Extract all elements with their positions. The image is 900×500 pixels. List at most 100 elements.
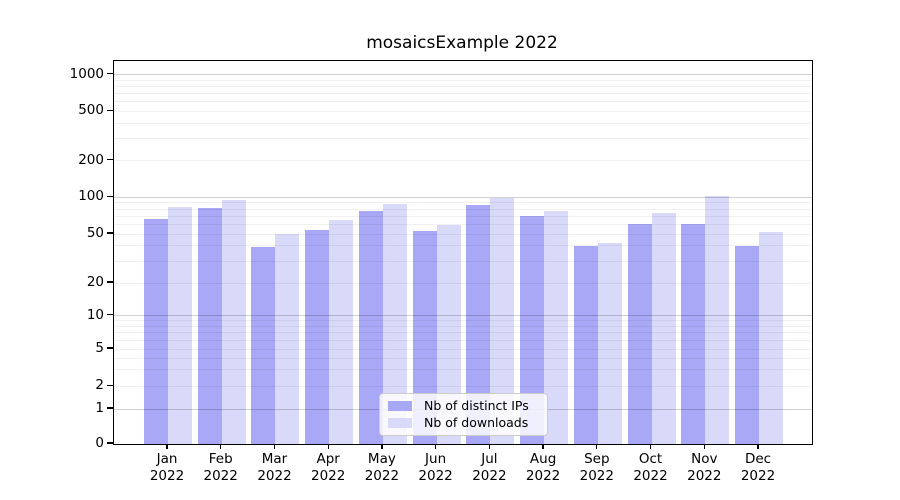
- legend-row-downloads: Nb of downloads: [388, 416, 539, 430]
- y-tick-label: 20: [86, 274, 104, 290]
- y-tick-label: 50: [86, 225, 104, 241]
- gridline-major: [114, 315, 812, 317]
- x-tick-label-month: Jun: [425, 451, 447, 467]
- y-tick-label: 200: [78, 151, 104, 168]
- y-tick-label: 1000: [69, 65, 104, 82]
- x-tick-label: Aug 2022: [511, 451, 575, 484]
- gridline-minor: [114, 332, 812, 334]
- x-tick-label-year: 2022: [740, 467, 776, 484]
- legend: Nb of distinct IPs Nb of downloads: [379, 393, 548, 436]
- bar-ips-jan: [144, 218, 168, 444]
- y-tick-label: 10: [86, 306, 104, 323]
- x-tick-label: Nov 2022: [672, 451, 736, 484]
- bar-downloads-sep: [597, 243, 622, 444]
- gridline-minor: [114, 85, 812, 87]
- x-tick-label-year: 2022: [687, 467, 722, 484]
- y-tick: [106, 281, 113, 283]
- gridline-minor: [114, 160, 812, 162]
- x-tick-label-month: Nov: [691, 451, 718, 467]
- x-tick-label-year: 2022: [418, 467, 453, 484]
- bar-downloads-nov: [705, 196, 730, 444]
- x-tick: [488, 444, 491, 449]
- x-tick-label-month: Jul: [481, 451, 498, 467]
- gridline-minor: [114, 325, 812, 327]
- x-tick: [220, 444, 222, 449]
- x-tick-label-month: May: [367, 451, 396, 467]
- x-tick-label-year: 2022: [364, 467, 400, 484]
- x-tick: [703, 444, 705, 449]
- x-tick-label-month: Apr: [316, 451, 340, 467]
- x-tick: [166, 444, 168, 449]
- x-tick-label-month: Sep: [584, 451, 610, 467]
- x-tick: [596, 444, 598, 449]
- x-tick-label-year: 2022: [472, 467, 507, 484]
- gridline-minor: [114, 79, 812, 81]
- bar-downloads-apr: [329, 220, 354, 444]
- gridline-minor: [114, 122, 812, 124]
- x-tick: [381, 444, 383, 449]
- bar-downloads-oct: [651, 212, 676, 444]
- x-tick-label-month: Mar: [261, 451, 288, 467]
- x-tick-label-year: 2022: [525, 467, 561, 484]
- x-tick-label-month: Aug: [529, 451, 557, 467]
- x-tick-label-month: Dec: [744, 451, 772, 467]
- y-tick-label: 5: [95, 340, 104, 356]
- gridline-minor: [114, 260, 812, 262]
- bar-ips-apr: [305, 229, 330, 444]
- bar-ips-feb: [197, 207, 222, 444]
- x-tick-label: Dec 2022: [726, 451, 790, 484]
- bar-ips-may: [358, 210, 383, 444]
- x-tick-label: Jan 2022: [135, 451, 199, 484]
- gridline-minor: [114, 202, 812, 204]
- y-tick: [106, 347, 113, 349]
- x-tick: [327, 444, 329, 449]
- bar-downloads-dec: [758, 231, 783, 444]
- x-tick-label-year: 2022: [633, 467, 668, 484]
- x-tick-label-month: Jan: [156, 451, 178, 467]
- x-tick-label: Sep 2022: [565, 451, 629, 484]
- y-tick: [106, 72, 113, 75]
- x-tick-label-year: 2022: [257, 467, 292, 484]
- bar-ips-nov: [681, 224, 706, 444]
- bar-downloads-feb: [221, 200, 246, 444]
- gridline-major: [114, 196, 812, 198]
- gridline-minor: [114, 339, 812, 341]
- legend-label: Nb of distinct IPs: [424, 398, 529, 413]
- gridline-minor: [114, 245, 812, 247]
- x-tick: [757, 444, 759, 449]
- y-tick: [106, 195, 113, 197]
- x-tick-label-year: 2022: [149, 467, 185, 484]
- bar-downloads-jan: [168, 206, 192, 444]
- gridline-minor: [114, 101, 812, 103]
- y-tick-label: 100: [78, 188, 104, 205]
- x-tick-label-month: Oct: [638, 451, 663, 467]
- gridline-minor: [114, 215, 812, 217]
- x-tick-label-year: 2022: [311, 467, 346, 484]
- gridline-minor: [114, 282, 812, 284]
- x-tick-label: Feb 2022: [189, 451, 253, 484]
- legend-swatch-downloads: [388, 418, 412, 428]
- gridline-minor: [114, 93, 812, 94]
- x-tick-label: Apr 2022: [296, 451, 360, 484]
- x-tick: [649, 444, 652, 449]
- bar-downloads-aug: [544, 210, 569, 444]
- gridline-minor: [114, 223, 812, 225]
- x-tick-label: Oct 2022: [619, 451, 683, 484]
- x-tick: [273, 444, 276, 449]
- y-tick-label: 500: [78, 102, 104, 119]
- legend-swatch-ips: [388, 401, 412, 411]
- y-tick: [106, 313, 113, 316]
- x-tick: [434, 444, 437, 449]
- bar-ips-oct: [627, 224, 652, 444]
- bar-ips-mar: [251, 247, 276, 444]
- x-tick-label: May 2022: [350, 451, 414, 484]
- plot-area: Nb of distinct IPs Nb of downloads: [113, 60, 813, 445]
- bar-ips-dec: [734, 245, 759, 444]
- x-tick-label-year: 2022: [579, 467, 614, 484]
- y-tick-label: 0: [95, 435, 104, 451]
- x-tick: [542, 444, 544, 449]
- bar-ips-sep: [573, 245, 598, 444]
- y-tick: [106, 158, 113, 161]
- y-tick: [106, 109, 113, 111]
